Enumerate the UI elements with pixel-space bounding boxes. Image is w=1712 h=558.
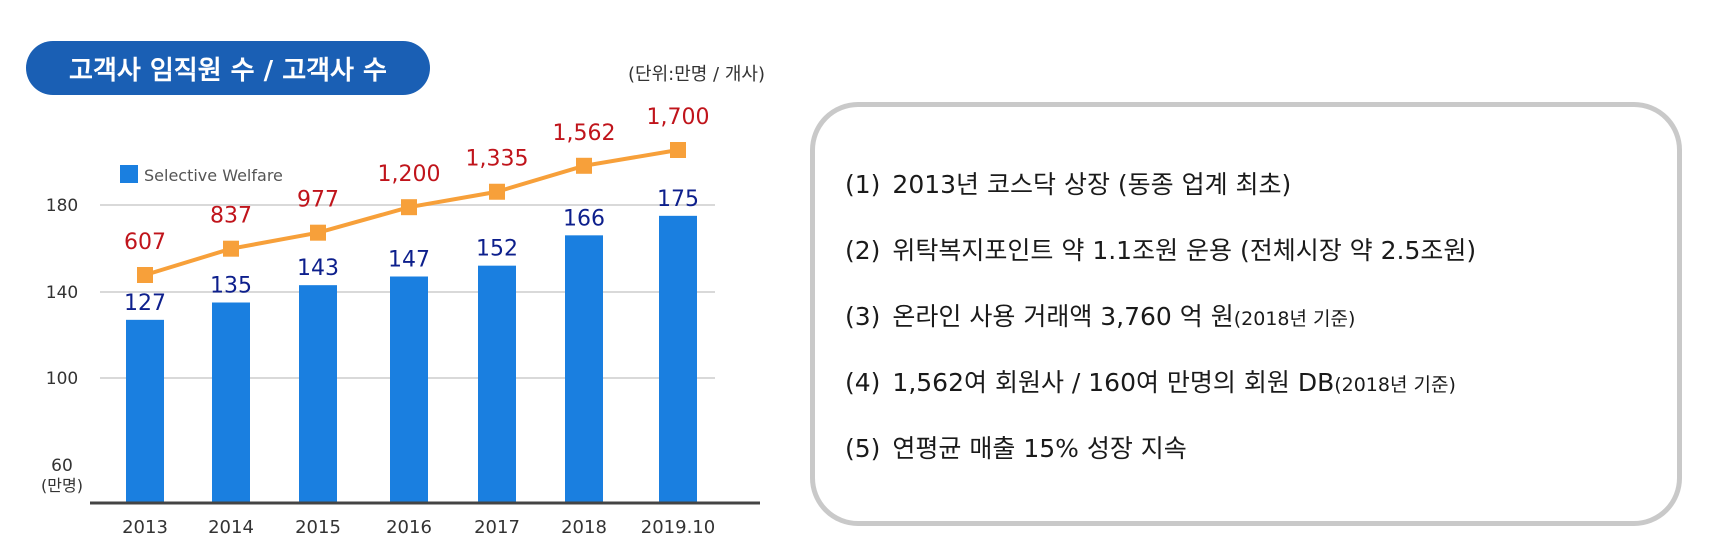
line-marker (223, 240, 239, 257)
bar-value-label: 152 (476, 237, 518, 262)
highlight-item-1: (1) 2013년 코스닥 상장 (동종 업계 최초) (845, 165, 1291, 201)
x-tick-label: 2018 (561, 517, 607, 538)
bar-value-label: 143 (297, 256, 339, 281)
highlight-number: (2) (845, 236, 881, 265)
highlight-text: 위탁복지포인트 약 1.1조원 운용 (전체시장 약 2.5조원) (892, 236, 1477, 265)
highlight-note: (2018년 기준) (1334, 374, 1456, 396)
x-tick-label: 2013 (122, 517, 168, 538)
line-value-label: 1,200 (378, 162, 441, 187)
bar (212, 302, 250, 502)
x-tick-label: 2014 (208, 517, 254, 538)
bar (299, 285, 337, 502)
bar-value-label: 147 (388, 248, 430, 273)
bar-value-label: 135 (210, 274, 252, 299)
line-value-label: 977 (297, 188, 339, 213)
highlight-number: (1) (845, 170, 881, 199)
line-value-label: 1,335 (466, 147, 529, 172)
line-value-label: 607 (124, 230, 166, 255)
bar (126, 319, 164, 502)
bar (390, 276, 428, 502)
y-tick-label: 60 (51, 456, 73, 476)
highlights-panel: (1) 2013년 코스닥 상장 (동종 업계 최초) (2) 위탁복지포인트 약 … (810, 102, 1682, 526)
bar-value-label: 127 (124, 291, 166, 316)
highlight-item-5: (5) 연평균 매출 15% 성장 지속 (845, 429, 1187, 465)
highlight-item-3: (3) 온라인 사용 거래액 3,760 억 원(2018년 기준) (845, 297, 1355, 333)
highlight-number: (5) (845, 434, 881, 463)
highlight-item-4: (4) 1,562여 회원사 / 160여 만명의 회원 DB(2018년 기준) (845, 363, 1456, 399)
x-tick-label: 2015 (295, 517, 341, 538)
highlight-text: 온라인 사용 거래액 3,760 억 원 (892, 302, 1234, 331)
highlight-text: 2013년 코스닥 상장 (동종 업계 최초) (892, 170, 1292, 199)
y-axis-unit: (만명) (41, 476, 83, 495)
bar-line-chart: 180 140 100 60(만명) 127 135 143 147 152 166 175 2013… (41, 105, 760, 538)
highlight-number: (4) (845, 368, 881, 397)
legend-label: Selective Welfare (144, 166, 283, 185)
line-marker (576, 157, 592, 174)
line-value-label: 1,700 (647, 105, 710, 130)
line-marker (489, 183, 505, 200)
highlight-text: 연평균 매출 15% 성장 지속 (892, 434, 1187, 463)
highlight-note: (2018년 기준) (1233, 308, 1356, 330)
highlight-number: (3) (845, 302, 881, 331)
y-tick-label: 140 (46, 283, 78, 303)
bar (565, 235, 603, 503)
chart-title-badge: 고객사 임직원 수 / 고객사 수 (26, 41, 430, 95)
line-marker (670, 142, 686, 158)
highlight-item-2: (2) 위탁복지포인트 약 1.1조원 운용 (전체시장 약 2.5조원) (845, 231, 1476, 267)
bar (659, 215, 697, 503)
highlight-text: 1,562여 회원사 / 160여 만명의 회원 DB (892, 368, 1335, 397)
x-tick-label: 2019.10 (641, 517, 715, 538)
bar-value-label: 166 (563, 206, 605, 231)
line-marker (310, 224, 326, 241)
y-tick-label: 100 (46, 369, 78, 389)
line-value-label: 837 (210, 204, 252, 229)
unit-note: (단위:만명 / 개사) (628, 64, 765, 85)
line-value-label: 1,562 (553, 121, 616, 146)
y-tick-label: 180 (46, 196, 78, 216)
line-marker (401, 199, 417, 216)
bar (478, 265, 516, 502)
legend-swatch (120, 165, 138, 183)
chart-title: 고객사 임직원 수 / 고객사 수 (69, 55, 387, 86)
bar-value-label: 175 (657, 187, 699, 212)
x-tick-label: 2016 (386, 517, 432, 538)
x-tick-label: 2017 (474, 517, 520, 538)
line-marker (137, 267, 153, 283)
